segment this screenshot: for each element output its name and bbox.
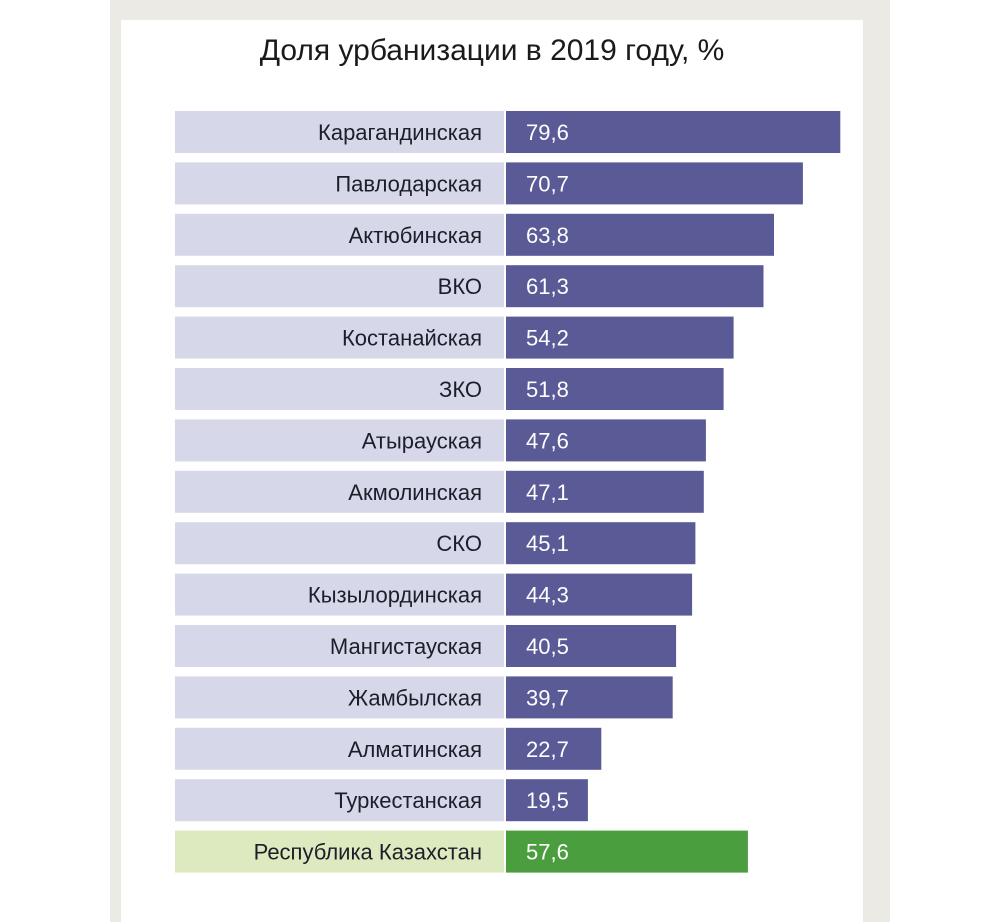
bar-row: Акмолинская 47,1 [175,470,704,513]
chart-title: Доля урбанизации в 2019 году, % [259,34,725,67]
category-label: Костанайская [342,326,482,351]
bar [506,316,734,359]
category-label-bg [175,470,504,513]
bar-row: Павлодарская 70,7 [175,162,803,205]
bar [506,727,602,770]
category-label-bg [175,265,504,308]
category-label: Акмолинская [348,480,482,505]
bar-row: Алматинская 22,7 [175,727,602,770]
data-label: 51,8 [526,377,569,402]
bar [506,213,774,256]
category-label-bg [175,727,504,770]
category-label: Атырауская [362,428,482,453]
category-label: ВКО [438,274,482,299]
bar-row-total: Республика Казахстан 57,6 [175,830,748,873]
bar [506,265,764,308]
bar-row: ВКО 61,3 [175,265,764,308]
data-label: 57,6 [526,840,569,865]
bar [506,419,706,462]
data-label: 22,7 [526,737,569,762]
bar-row: Костанайская 54,2 [175,316,734,359]
category-label-bg [175,830,504,873]
data-label: 47,6 [526,428,569,453]
data-label: 47,1 [526,480,569,505]
data-label: 39,7 [526,685,569,710]
category-label: Туркестанская [334,788,482,813]
bar [506,470,704,513]
category-label: Республика Казахстан [254,840,482,865]
category-label: Павлодарская [335,171,482,196]
bar [506,676,673,719]
bar-row: ЗКО 51,8 [175,368,724,410]
category-label-bg [175,213,504,256]
data-label: 70,7 [526,171,569,196]
category-label-bg [175,676,504,719]
category-label-bg [175,111,504,153]
bar-row: СКО 45,1 [175,522,696,565]
bar-row: Кызылординская 44,3 [175,573,693,616]
data-label: 61,3 [526,274,569,299]
category-label: Алматинская [348,737,482,762]
data-label: 45,1 [526,531,569,556]
data-label: 79,6 [526,120,569,145]
bar [506,779,588,822]
bar [506,111,841,153]
bar [506,625,677,667]
category-label: Мангистауская [330,634,482,659]
data-label: 63,8 [526,223,569,248]
bar-row: Атырауская 47,6 [175,419,706,462]
category-label-bg [175,316,504,359]
bar [506,162,803,205]
category-label-bg [175,573,504,616]
data-label: 40,5 [526,634,569,659]
bar [506,573,693,616]
category-label-bg [175,779,504,822]
bar-total [506,830,748,873]
data-label: 54,2 [526,326,569,351]
category-label: СКО [436,531,482,556]
data-label: 44,3 [526,583,569,608]
category-label-bg [175,522,504,565]
data-label: 19,5 [526,788,569,813]
bar-row: Мангистауская 40,5 [175,625,677,667]
category-label: Карагандинская [318,120,482,145]
bar [506,368,724,410]
bar-row: Жамбылская 39,7 [175,676,673,719]
bar-row: Туркестанская 19,5 [175,779,588,822]
category-label-bg [175,419,504,462]
category-label-bg [175,368,504,410]
bar [506,522,696,565]
category-label: Жамбылская [348,685,482,710]
category-label: ЗКО [439,377,482,402]
category-label: Кызылординская [308,583,482,608]
bar-row: Актюбинская 63,8 [175,213,774,256]
category-label-bg [175,162,504,205]
category-label: Актюбинская [349,223,482,248]
category-label-bg [175,625,504,667]
bar-row: Карагандинская 79,6 [175,111,841,153]
